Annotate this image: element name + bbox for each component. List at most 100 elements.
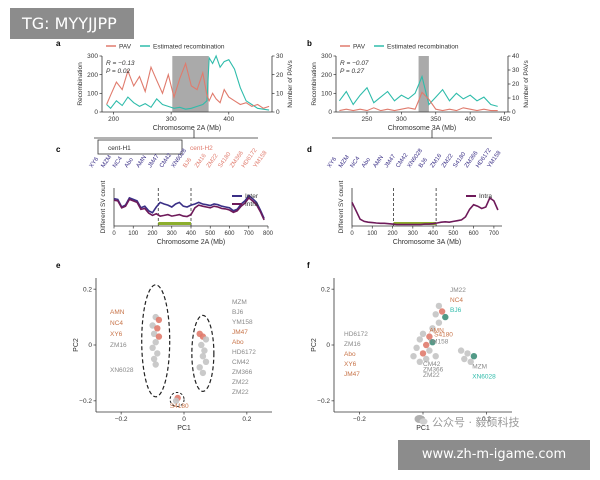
y-tick-label-right: 30 xyxy=(512,67,520,74)
legend-label-pav: PAV xyxy=(119,44,132,51)
sample-label: JM47 xyxy=(344,371,360,378)
x-axis-title: Chromosome 3A (Mb) xyxy=(393,239,461,246)
panel-letter-c: c xyxy=(56,145,61,154)
sample-label: NC4 xyxy=(450,297,463,304)
x-tick-label: 0 xyxy=(350,231,354,237)
pca-point xyxy=(413,344,420,351)
sample-label: HD6172 xyxy=(344,331,368,338)
y-tick-label-right: 0 xyxy=(512,109,516,116)
series-line-recombination xyxy=(106,54,270,111)
centromere-band xyxy=(393,222,437,225)
sample-label: Abo xyxy=(344,351,356,358)
pca-point xyxy=(155,316,163,324)
sample-label: ZM16 xyxy=(344,341,361,348)
pca-point xyxy=(152,339,159,346)
accession-label: AMN xyxy=(372,155,385,169)
y-tick-label-right: 40 xyxy=(512,53,520,60)
stat-p: P = 0.02 xyxy=(106,68,131,75)
y-axis-title-left: Recombination xyxy=(77,62,84,106)
x-tick-label: 200 xyxy=(147,231,158,237)
group-label-h1: cent-H1 xyxy=(108,145,131,152)
pca-point xyxy=(457,347,465,354)
pca-point xyxy=(149,344,156,351)
sample-label: ZM366 xyxy=(232,369,253,376)
sample-label: S4180 xyxy=(434,332,453,339)
y-tick-label-left: 300 xyxy=(321,53,332,60)
x-tick-label: 300 xyxy=(396,116,407,123)
x-tick-label: 500 xyxy=(448,231,459,237)
pca-point xyxy=(172,397,180,404)
pca-point xyxy=(429,325,436,332)
y-axis-title: Different SV count xyxy=(338,180,345,233)
x-tick-label: 200 xyxy=(108,116,119,123)
x-tick-label: 400 xyxy=(428,231,439,237)
legend-label-inter: Inter xyxy=(245,193,259,200)
pca-point xyxy=(199,353,207,360)
x-tick-label: 100 xyxy=(367,231,378,237)
group-box-h1 xyxy=(97,139,183,155)
x-tick-label: 300 xyxy=(167,231,178,237)
accession-label: Abo xyxy=(124,156,135,169)
pca-point xyxy=(155,333,163,340)
x-tick-label: 450 xyxy=(499,116,510,123)
accession-label: NC4 xyxy=(112,155,124,169)
series-line-recombination xyxy=(338,74,498,107)
series-line-intra xyxy=(113,196,265,221)
accession-label: BJ6 xyxy=(182,157,193,169)
sample-label: BJ6 xyxy=(232,309,244,316)
y-tick-label-right: 20 xyxy=(276,72,284,79)
pca-point xyxy=(435,319,443,326)
x-axis-title: PC1 xyxy=(416,425,430,432)
x-tick-label: 0.2 xyxy=(482,416,491,423)
pca-point xyxy=(150,355,158,363)
watermark-url: www.zh-m-igame.com xyxy=(398,440,590,470)
sample-label: MZM xyxy=(472,364,487,371)
x-tick-label: 250 xyxy=(362,116,373,123)
x-tick-label: 350 xyxy=(430,116,441,123)
y-tick-label: 0 xyxy=(326,342,330,349)
sample-label: JM22 xyxy=(450,287,466,294)
x-tick-label: 600 xyxy=(224,231,235,237)
pca-point xyxy=(423,355,430,363)
sample-label: AMN xyxy=(110,309,125,316)
sample-label: YM158 xyxy=(428,339,449,346)
pca-point xyxy=(432,353,439,360)
pca-point xyxy=(426,347,433,354)
legend-label-recombination: Estimated recombination xyxy=(387,44,459,51)
x-axis-title: Chromosome 3A (Mb) xyxy=(388,125,456,132)
pca-point xyxy=(467,358,474,365)
y-tick-label-right: 30 xyxy=(276,53,284,60)
sample-label: CM42 xyxy=(232,359,250,366)
x-tick-label: 400 xyxy=(465,116,476,123)
sample-label: AMN xyxy=(429,327,444,334)
x-tick-label: 100 xyxy=(128,231,139,237)
x-tick-label: 800 xyxy=(263,231,274,237)
accession-label: AMN xyxy=(136,155,149,169)
sample-label: S4180 xyxy=(170,403,189,410)
wechat-watermark: 公众号 · 毅硕科技 xyxy=(432,416,520,429)
pca-point xyxy=(432,311,439,318)
x-tick-label: 0.2 xyxy=(242,416,251,423)
panel-e: −0.2 0 0.2 −0.2 0 0.2 PC1 PC2 AMN NC4 XY6 ZM16 XN602… xyxy=(73,278,272,432)
sample-label: ZM16 xyxy=(110,342,127,349)
panel-letter-b: b xyxy=(307,39,312,48)
sample-label: ZM22 xyxy=(232,379,249,386)
accession-label: MZM xyxy=(100,155,113,170)
y-axis-title: Different SV count xyxy=(100,180,107,233)
series-line-pav xyxy=(339,91,498,112)
cluster-ellipse-left xyxy=(141,284,171,398)
x-tick-label: 500 xyxy=(205,231,216,237)
panel-letter-d: d xyxy=(307,145,312,154)
sample-label: XN6028 xyxy=(472,374,496,381)
x-tick-label: 0 xyxy=(182,416,186,423)
stat-r: R = −0.13 xyxy=(106,60,135,67)
x-tick-label: 400 xyxy=(223,116,234,123)
x-tick-label: 200 xyxy=(388,231,399,237)
accession-label: MZM xyxy=(338,155,351,170)
x-tick-label: −0.2 xyxy=(353,416,366,423)
sample-label: ZM366 xyxy=(423,367,444,374)
series-line-pav xyxy=(106,61,270,109)
